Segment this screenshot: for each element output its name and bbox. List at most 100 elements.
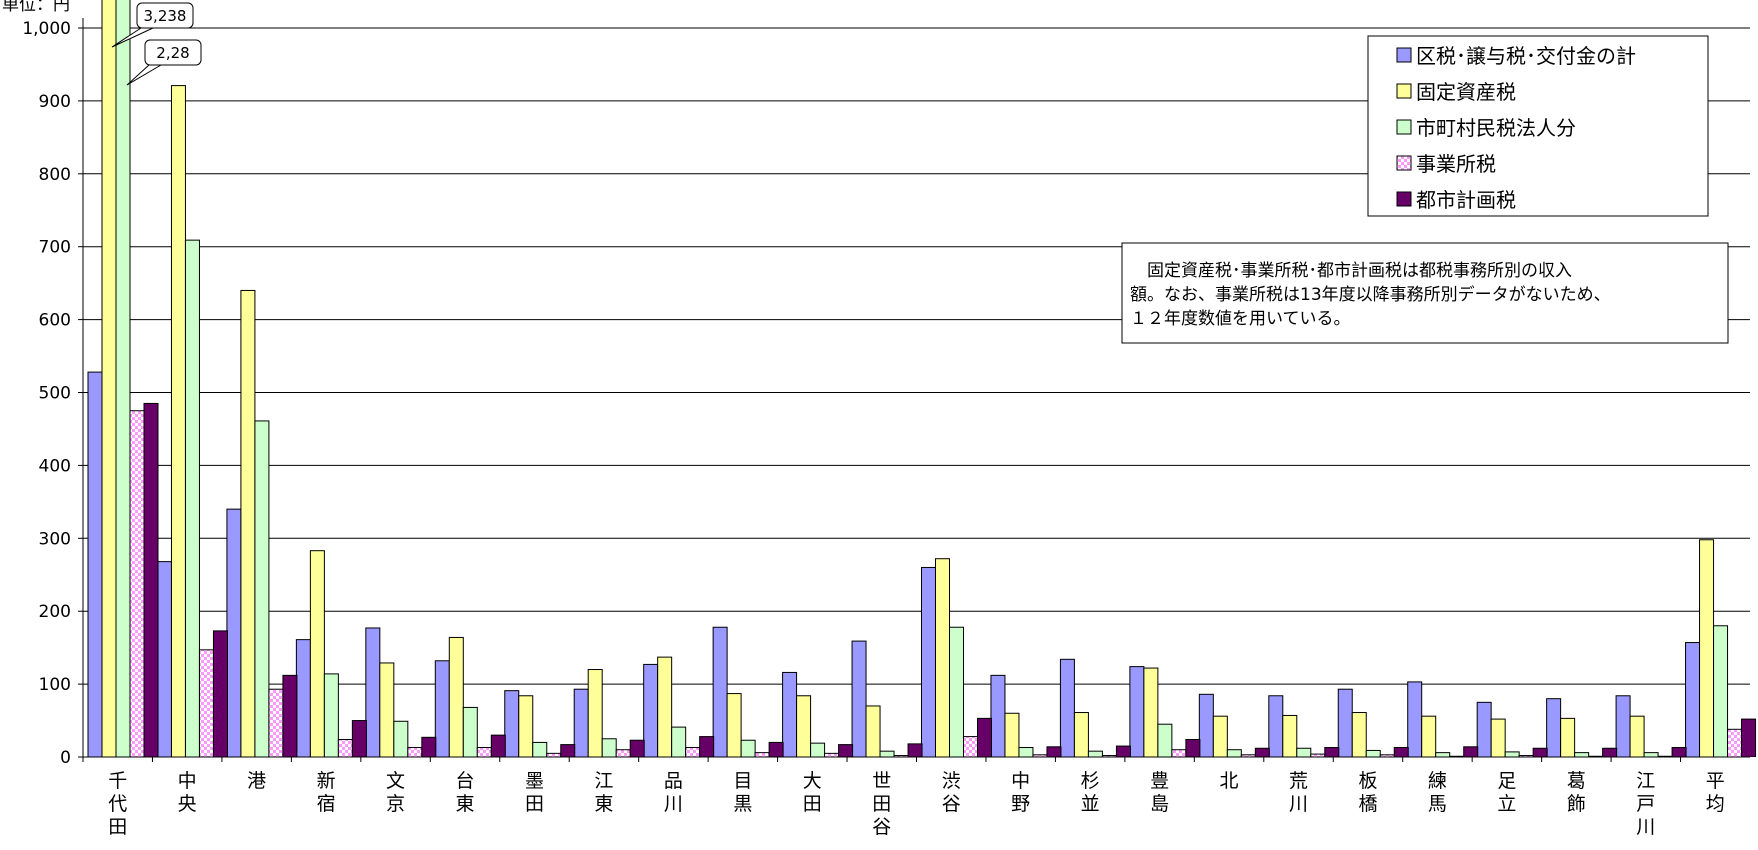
callout-pointer bbox=[111, 27, 154, 48]
bar bbox=[518, 695, 534, 757]
note-line: 固定資産税･事業所税･都市計画税は都税事務所別の収入 bbox=[1130, 261, 1572, 281]
bar bbox=[1268, 695, 1284, 757]
bar bbox=[907, 743, 923, 757]
bar bbox=[685, 747, 701, 757]
bar bbox=[448, 636, 464, 757]
x-tick-label: 目黒 bbox=[733, 770, 752, 815]
x-tick-label: 江戸川 bbox=[1636, 770, 1655, 838]
bar bbox=[1365, 749, 1381, 757]
bar bbox=[504, 690, 520, 757]
bar bbox=[546, 752, 562, 757]
bar bbox=[1435, 752, 1451, 757]
bar bbox=[254, 420, 270, 757]
bar bbox=[323, 673, 339, 757]
bar bbox=[1171, 749, 1187, 757]
bar bbox=[1004, 712, 1020, 757]
bar bbox=[1741, 718, 1757, 757]
y-tick-label: 800 bbox=[39, 165, 71, 185]
legend-swatch bbox=[1396, 155, 1412, 171]
bar bbox=[1115, 745, 1131, 757]
x-tick-label: 台東 bbox=[456, 770, 475, 815]
x-tick-label: 足立 bbox=[1497, 770, 1516, 815]
legend-label: 市町村民税法人分 bbox=[1416, 116, 1576, 140]
x-tick-label: 平均 bbox=[1706, 770, 1725, 815]
bar bbox=[532, 741, 548, 757]
bar bbox=[393, 720, 409, 757]
y-tick-label: 300 bbox=[39, 529, 71, 549]
x-tick-label: 渋谷 bbox=[942, 770, 961, 815]
legend-label: 都市計画税 bbox=[1416, 188, 1516, 212]
x-tick-label: 千代田 bbox=[108, 770, 127, 838]
x-tick-label: 世田谷 bbox=[872, 770, 891, 838]
bar bbox=[198, 649, 214, 757]
bar bbox=[643, 663, 659, 757]
x-tick-label: 文京 bbox=[386, 770, 405, 815]
bar bbox=[1685, 642, 1701, 757]
legend-box bbox=[1367, 35, 1709, 217]
x-tick-label: 板橋 bbox=[1358, 770, 1377, 815]
bar bbox=[1629, 715, 1645, 757]
bar bbox=[156, 561, 172, 757]
bar bbox=[1351, 712, 1367, 757]
bar bbox=[1212, 715, 1228, 757]
bar bbox=[1393, 747, 1409, 757]
bar bbox=[1324, 747, 1340, 757]
bar bbox=[657, 656, 673, 757]
x-tick-label: 豊島 bbox=[1150, 770, 1169, 815]
bar bbox=[309, 550, 325, 757]
bar bbox=[1129, 666, 1145, 757]
y-tick-label: 400 bbox=[39, 456, 71, 476]
x-tick-label: 品川 bbox=[664, 770, 683, 815]
bar bbox=[365, 627, 381, 757]
bar bbox=[560, 744, 576, 757]
bar bbox=[1337, 688, 1353, 757]
bar bbox=[921, 566, 936, 757]
bar bbox=[1087, 750, 1103, 757]
x-tick-label: 杉並 bbox=[1081, 770, 1100, 815]
bar bbox=[1560, 717, 1576, 757]
bar bbox=[782, 671, 798, 757]
bar bbox=[1143, 667, 1159, 757]
x-tick-label: 新宿 bbox=[317, 770, 336, 815]
bar bbox=[295, 639, 311, 757]
x-tick-label: 中央 bbox=[178, 770, 197, 815]
bar bbox=[101, 0, 117, 757]
bar bbox=[810, 742, 826, 757]
bar bbox=[1463, 746, 1479, 757]
y-tick-label: 900 bbox=[39, 92, 71, 112]
bar bbox=[1671, 747, 1687, 757]
legend-swatch bbox=[1396, 83, 1412, 99]
bar bbox=[1532, 747, 1548, 757]
bar bbox=[1254, 747, 1270, 757]
bar bbox=[963, 736, 978, 757]
y-tick-label: 200 bbox=[39, 602, 71, 622]
bar bbox=[476, 747, 492, 757]
bar bbox=[490, 734, 506, 757]
unit-label: 単位：円 bbox=[2, 0, 70, 15]
bar bbox=[1727, 728, 1743, 757]
bar bbox=[87, 371, 103, 757]
y-tick-label: 1,000 bbox=[22, 19, 71, 39]
bar bbox=[1713, 625, 1729, 757]
bar bbox=[601, 738, 617, 757]
legend-swatch bbox=[1396, 191, 1412, 207]
bar bbox=[726, 693, 742, 757]
y-tick-label: 100 bbox=[39, 675, 71, 695]
legend-swatch bbox=[1396, 47, 1412, 63]
bar bbox=[865, 705, 881, 757]
bar bbox=[699, 736, 715, 757]
callout-label: 3,238 bbox=[144, 7, 187, 25]
x-tick-label: 練馬 bbox=[1428, 770, 1447, 815]
bar bbox=[1602, 747, 1618, 757]
bar bbox=[351, 720, 367, 757]
bar bbox=[1046, 746, 1062, 757]
bar bbox=[671, 726, 687, 757]
bar bbox=[1185, 739, 1201, 757]
bar bbox=[1157, 723, 1173, 757]
bar bbox=[935, 558, 950, 757]
callout-pointer bbox=[126, 64, 162, 86]
bar bbox=[1059, 658, 1075, 757]
note-line: １２年度数値を用いている。 bbox=[1130, 309, 1351, 329]
bar bbox=[226, 508, 242, 757]
